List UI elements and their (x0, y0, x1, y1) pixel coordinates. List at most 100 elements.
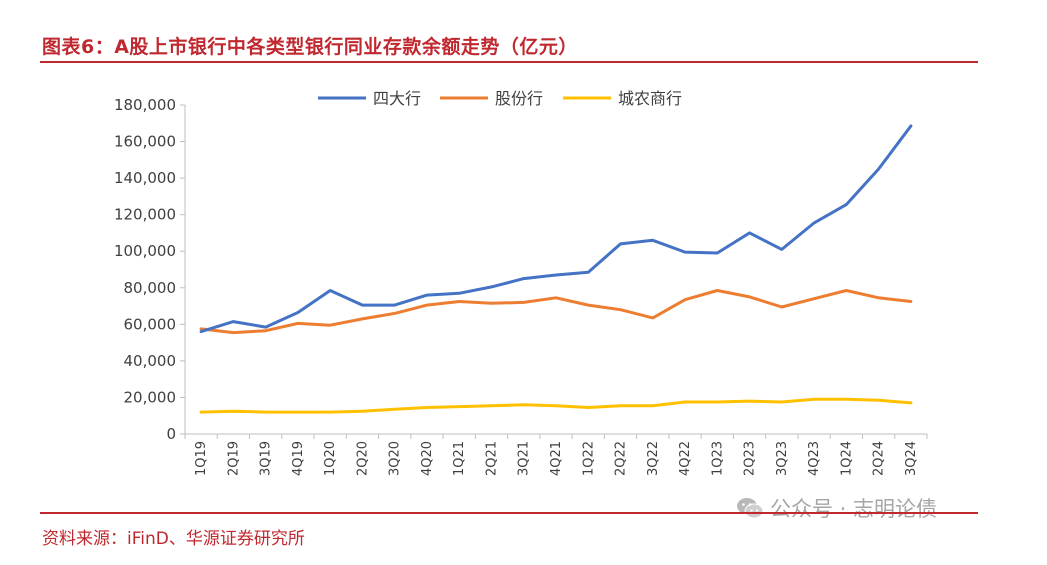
x-axis: 1Q19 2Q19 3Q19 4Q19 1Q20 2Q20 3Q20 4Q20 1Q21 2Q21… (184, 433, 928, 476)
x-tick-label: 2Q24 (872, 441, 887, 476)
data-point (522, 301, 525, 304)
series-line (199, 397, 913, 414)
watermark-text: 公众号 · 志明论债 (770, 497, 938, 521)
data-point (490, 302, 493, 305)
data-point (909, 125, 912, 128)
x-tick-label: 4Q19 (291, 441, 306, 476)
data-point (909, 401, 912, 404)
y-tick-label: 80,000 (124, 279, 177, 297)
data-point (522, 277, 525, 280)
x-tick-label: 3Q23 (775, 441, 790, 476)
data-point (490, 285, 493, 288)
data-point (587, 271, 590, 274)
data-point (555, 404, 558, 407)
data-point (716, 401, 719, 404)
data-point (684, 298, 687, 301)
data-point (329, 289, 332, 292)
data-point (361, 304, 364, 307)
data-point (264, 329, 267, 332)
bottom-divider (40, 512, 978, 514)
data-point (458, 292, 461, 295)
data-point (296, 411, 299, 414)
data-point (296, 311, 299, 314)
y-tick-label: 140,000 (114, 169, 176, 187)
x-tick-label: 3Q19 (259, 441, 274, 476)
data-point (909, 300, 912, 303)
data-point (877, 296, 880, 299)
y-tick-label: 160,000 (114, 133, 176, 151)
legend-label: 股份行 (495, 89, 543, 108)
data-point (845, 203, 848, 206)
data-point (522, 403, 525, 406)
data-point (264, 326, 267, 329)
data-point (458, 300, 461, 303)
data-point (587, 406, 590, 409)
top-divider (40, 61, 978, 63)
data-point (748, 400, 751, 403)
data-point (748, 231, 751, 234)
data-point (329, 411, 332, 414)
data-point (200, 330, 203, 333)
y-tick-label: 40,000 (124, 352, 177, 370)
data-point (587, 304, 590, 307)
series-line (199, 124, 913, 334)
source-note: 资料来源：iFinD、华源证券研究所 (42, 529, 305, 549)
data-point (716, 252, 719, 255)
data-point (780, 401, 783, 404)
data-point (490, 404, 493, 407)
y-axis: 0 20,000 40,000 60,000 80,000 100,000 120,000 1… (114, 96, 186, 443)
x-tick-label: 1Q21 (452, 441, 467, 476)
chart-legend: 四大行 股份行 城农商行 (318, 89, 682, 108)
data-point (877, 167, 880, 170)
data-point (393, 312, 396, 315)
data-point (458, 405, 461, 408)
x-tick-label: 3Q21 (517, 441, 532, 476)
data-point (813, 297, 816, 300)
chart-title: 图表6：A股上市银行中各类型银行同业存款余额走势（亿元） (42, 36, 578, 58)
x-tick-label: 3Q22 (646, 441, 661, 476)
x-tick-label: 1Q19 (194, 441, 209, 476)
y-tick-label: 180,000 (114, 96, 176, 114)
data-point (425, 406, 428, 409)
legend-label: 城农商行 (618, 89, 682, 108)
x-tick-label: 2Q23 (743, 441, 758, 476)
x-tick-label: 4Q22 (678, 441, 693, 476)
x-tick-label: 1Q22 (581, 441, 596, 476)
data-point (329, 324, 332, 327)
data-point (232, 410, 235, 413)
data-point (780, 248, 783, 251)
y-tick-label: 120,000 (114, 206, 176, 224)
data-point (425, 294, 428, 297)
data-point (651, 316, 654, 319)
data-point (684, 401, 687, 404)
data-point (813, 398, 816, 401)
wechat-icon (737, 498, 764, 519)
data-point (619, 308, 622, 311)
x-tick-label: 4Q21 (549, 441, 564, 476)
data-point (555, 273, 558, 276)
data-point (296, 322, 299, 325)
x-tick-label: 2Q20 (355, 441, 370, 476)
data-point (361, 317, 364, 320)
x-tick-label: 2Q21 (484, 441, 499, 476)
data-point (393, 408, 396, 411)
data-point (555, 296, 558, 299)
x-tick-label: 1Q20 (323, 441, 338, 476)
x-tick-label: 2Q19 (226, 441, 241, 476)
watermark: 公众号 · 志明论债 (736, 493, 937, 523)
x-tick-label: 4Q20 (420, 441, 435, 476)
data-point (232, 331, 235, 334)
data-point (200, 411, 203, 414)
legend-label: 四大行 (373, 89, 421, 108)
data-point (684, 251, 687, 254)
y-tick-label: 0 (166, 425, 176, 443)
data-point (361, 410, 364, 413)
x-tick-label: 1Q24 (839, 441, 854, 476)
data-point (264, 411, 267, 414)
series-line (199, 289, 913, 335)
y-tick-label: 60,000 (124, 315, 177, 333)
data-point (716, 289, 719, 292)
data-point (619, 242, 622, 245)
y-tick-label: 20,000 (124, 388, 177, 406)
